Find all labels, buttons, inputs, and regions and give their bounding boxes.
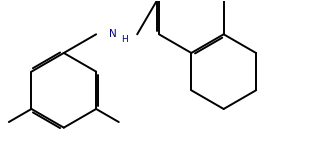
Text: N: N <box>109 29 117 39</box>
Text: H: H <box>121 35 128 44</box>
